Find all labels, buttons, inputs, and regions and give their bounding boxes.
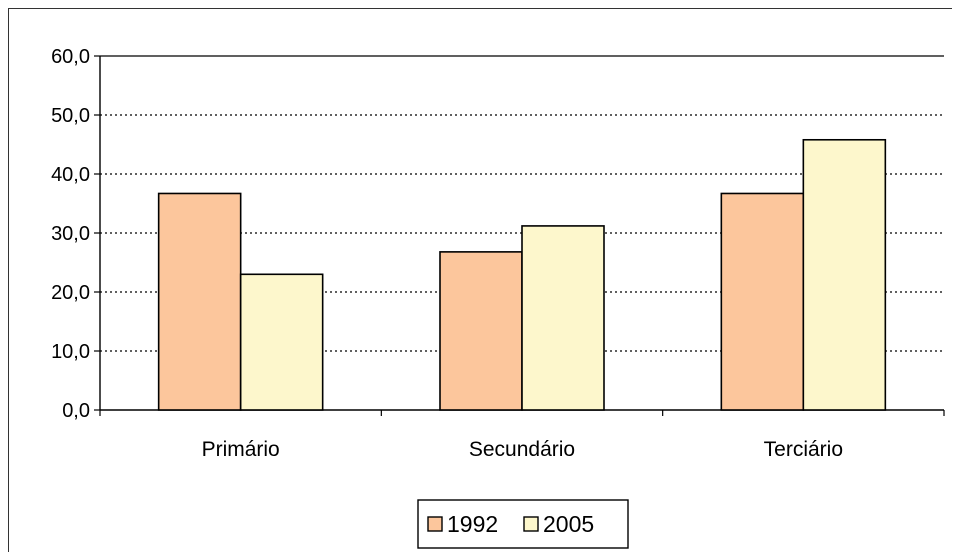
x-category-label: Secundário [469, 438, 575, 461]
y-tick-label: 20,0 [51, 282, 90, 304]
chart-frame [8, 8, 952, 552]
y-tick-label: 0,0 [62, 400, 90, 422]
axis-labels: 0,0 10,0 20,0 30,0 40,0 50,0 60,0 Primário Secun… [51, 46, 843, 461]
legend-label-2005: 2005 [543, 511, 594, 537]
bar-2005-1 [521, 225, 605, 411]
bar-1992-2 [720, 192, 805, 411]
legend: 1992 2005 [417, 499, 629, 549]
y-tick-label: 30,0 [51, 223, 90, 245]
legend-label-1992: 1992 [447, 511, 498, 537]
x-category-label: Terciário [764, 438, 843, 461]
y-tick-label: 50,0 [51, 105, 90, 127]
y-tick-label: 60,0 [51, 46, 90, 68]
bars [157, 138, 887, 411]
y-tick-label: 10,0 [51, 341, 90, 363]
bar-1992-1 [439, 251, 523, 411]
bar-2005-2 [802, 138, 887, 411]
x-category-label: Primário [202, 438, 280, 461]
legend-swatch-2005 [523, 516, 539, 532]
bar-2005-0 [239, 273, 324, 411]
bar-1992-0 [157, 192, 242, 411]
y-tick-label: 40,0 [51, 164, 90, 186]
legend-swatch-1992 [427, 516, 443, 532]
legend-box [417, 499, 629, 549]
